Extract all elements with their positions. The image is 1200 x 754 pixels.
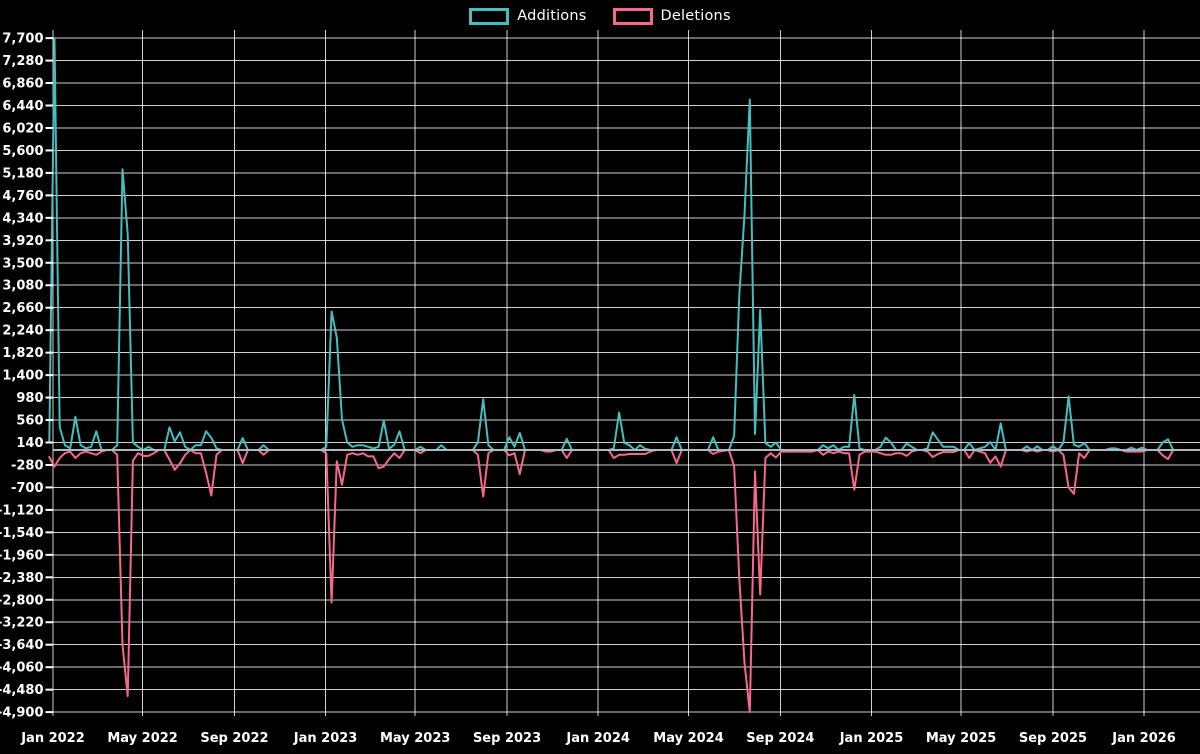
y-tick-label: 6,440 (2, 99, 43, 114)
x-tick-label: Sep 2025 (1019, 731, 1087, 746)
y-tick-label: 1,820 (2, 346, 43, 361)
x-tick-label: Sep 2024 (746, 731, 814, 746)
y-tick-label: -2,380 (0, 571, 44, 586)
y-tick-label: -3,220 (0, 616, 44, 631)
y-tick-label: 5,600 (2, 144, 43, 159)
legend-label-additions: Additions (517, 8, 587, 24)
additions-line (48, 37, 1200, 451)
y-tick-label: 4,760 (2, 189, 43, 204)
y-tick-label: -4,480 (0, 683, 44, 698)
y-tick-label: 4,340 (2, 211, 43, 226)
y-tick-label: -4,900 (0, 706, 44, 721)
chart-legend: Additions Deletions (0, 4, 1200, 28)
x-tick-label: May 2024 (653, 731, 724, 746)
y-tick-label: 1,400 (2, 369, 43, 384)
y-axis-labels: 7,700 7,280 6,860 6,440 6,020 5,600 5,180 4,760… (0, 32, 44, 721)
y-tick-label: 3,920 (2, 234, 43, 249)
y-tick-label: 140 (16, 436, 43, 451)
y-tick-label: 6,020 (2, 121, 43, 136)
y-tick-label: 7,700 (2, 32, 43, 47)
y-tick-label: 2,660 (2, 301, 43, 316)
x-tick-label: Sep 2022 (200, 731, 268, 746)
y-tick-label: -3,640 (0, 638, 44, 653)
y-tick-label: 560 (16, 414, 43, 429)
y-tick-label: -1,960 (0, 548, 44, 563)
x-tick-label: Jan 2022 (20, 731, 85, 746)
x-tick-label: Jan 2026 (1111, 731, 1176, 746)
x-axis-labels: Jan 2022 May 2022 Sep 2022 Jan 2023 May 2023… (20, 731, 1176, 746)
legend-item-deletions[interactable]: Deletions (612, 7, 731, 25)
deletions-swatch-icon (612, 7, 653, 25)
y-tick-label: 980 (16, 391, 43, 406)
y-tick-label: -700 (11, 481, 44, 496)
y-tick-label: -1,540 (0, 526, 44, 541)
x-tick-label: Jan 2025 (839, 731, 904, 746)
y-tick-label: 3,500 (2, 256, 43, 271)
x-tick-label: Jan 2023 (293, 731, 358, 746)
y-tick-label: -280 (11, 458, 44, 473)
legend-item-additions[interactable]: Additions (469, 7, 587, 25)
x-tick-label: May 2022 (107, 731, 178, 746)
y-tick-label: 3,080 (2, 279, 43, 294)
gridlines (52, 30, 1200, 716)
y-tick-label: 5,180 (2, 166, 43, 181)
legend-label-deletions: Deletions (660, 8, 731, 24)
deletions-line (48, 449, 1200, 714)
x-tick-label: Jan 2024 (565, 731, 630, 746)
y-tick-label: 2,240 (2, 324, 43, 339)
y-axis-ticks (45, 37, 53, 714)
y-tick-label: 7,280 (2, 54, 43, 69)
y-tick-label: -2,800 (0, 593, 44, 608)
x-tick-label: May 2025 (926, 731, 997, 746)
x-tick-label: Sep 2023 (473, 731, 541, 746)
additions-swatch-icon (469, 7, 510, 25)
x-tick-label: May 2023 (380, 731, 451, 746)
y-tick-label: -4,060 (0, 661, 44, 676)
y-tick-label: 6,860 (2, 77, 43, 92)
y-tick-label: -1,120 (0, 503, 44, 518)
